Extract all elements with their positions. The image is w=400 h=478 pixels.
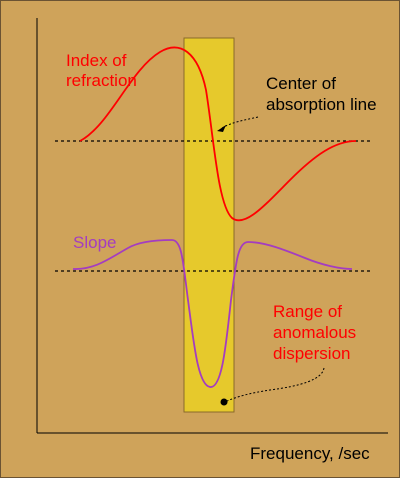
slope-label: Slope [73,233,116,252]
range-label-line3: dispersion [273,344,351,363]
absorption-band [183,37,235,413]
range-label-line1: Range of [273,302,342,321]
center-label-line1: Center of [266,74,336,93]
range-pointer-dot [220,398,228,406]
center-pointer-arrowhead [217,125,226,132]
range-label-line2: anomalous [273,323,356,342]
range-pointer-line [224,367,325,403]
index-label-line1: Index of [66,51,127,70]
center-label-line2: absorption line [266,95,377,114]
index-label-line2: refraction [66,71,137,90]
x-axis-label: Frequency, /sec [250,444,370,463]
slope-curve [72,239,353,388]
index-of-refraction-curve [79,46,357,222]
